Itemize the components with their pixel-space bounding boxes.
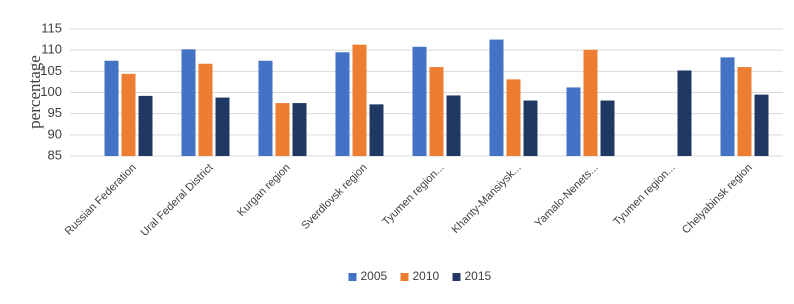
x-tick-label: Tyumen region... [380,162,446,228]
legend-label: 2010 [413,269,440,283]
bar [754,94,769,156]
bar [523,100,538,156]
bar [181,49,196,156]
bar [121,73,136,156]
legend-swatch [452,273,461,281]
bar [566,87,581,156]
bar [258,60,273,156]
bar [412,46,427,156]
bar [446,95,461,156]
bar [138,95,153,156]
y-tick-label: 110 [41,42,62,57]
y-tick-label: 85 [48,147,62,162]
y-tick-label: 90 [48,126,62,141]
x-tick-label: Sverdlovsk region [299,162,369,232]
bar [198,63,213,156]
bar [369,104,384,156]
bar [275,103,290,156]
bar [506,79,521,156]
legend-swatch [348,273,357,281]
y-tick-label: 100 [40,84,62,99]
y-tick-label: 105 [40,63,62,78]
y-tick-label: 115 [41,20,62,35]
bar [600,100,615,156]
x-tick-label: Russian Federation [63,162,139,238]
bar [583,49,598,156]
legend-label: 2005 [361,269,388,283]
y-axis-label: percentage [25,55,44,129]
bar [489,39,504,157]
bar [352,44,367,157]
x-tick-label: Tyumen region... [611,162,677,228]
bar [104,60,119,156]
x-tick-label: Chelyabinsk region [680,162,755,237]
bar [720,57,735,156]
bar [737,67,752,156]
x-tick-label: Ural Federal District [138,162,215,239]
x-tick-label: Yamalo-Nenets... [533,162,601,230]
legend-swatch [400,273,409,281]
legend-label: 2015 [465,269,492,283]
x-tick-label: Kurgan region [235,162,292,219]
bar [677,70,692,156]
bar [215,97,230,156]
x-tick-label: Khanty-Mansiysk... [449,162,523,236]
bar [429,67,444,156]
bar [335,52,350,156]
y-tick-label: 95 [48,105,62,120]
bar [292,103,307,156]
